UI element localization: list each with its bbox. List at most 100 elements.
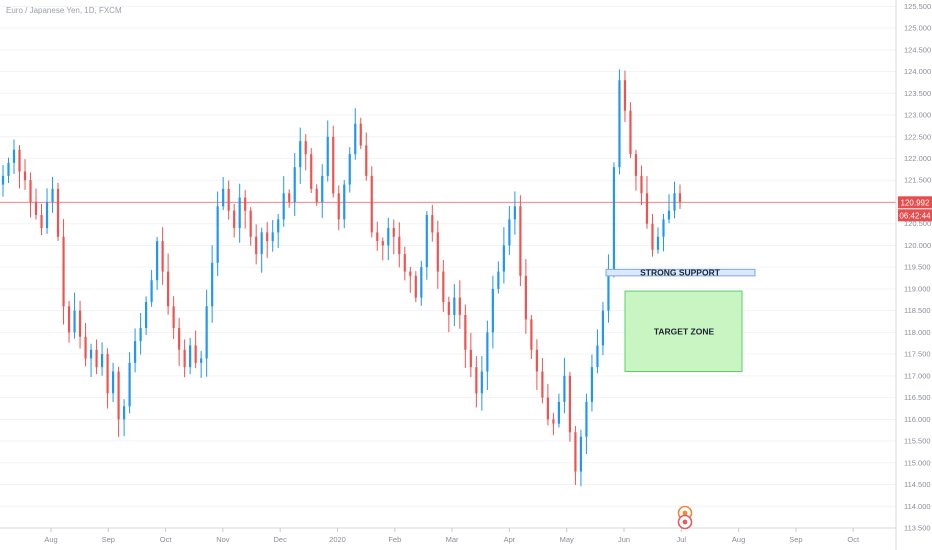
candle-body bbox=[535, 349, 538, 372]
candle-body bbox=[480, 371, 483, 394]
candle-body bbox=[244, 197, 247, 211]
countdown-badge bbox=[898, 209, 932, 222]
x-tick-label: Mar bbox=[446, 535, 459, 544]
candle-body bbox=[464, 314, 467, 350]
y-tick-label: 114.500 bbox=[904, 480, 931, 489]
candle-body bbox=[667, 210, 671, 220]
candle-body bbox=[458, 297, 461, 315]
candle-body bbox=[348, 154, 351, 185]
candle-body bbox=[557, 401, 561, 424]
candle-body bbox=[249, 210, 252, 237]
candle-body bbox=[387, 228, 390, 246]
x-tick-label: Aug bbox=[732, 535, 745, 544]
candle-body bbox=[95, 349, 98, 368]
candle-body bbox=[222, 188, 225, 207]
candle-body bbox=[205, 306, 208, 359]
candle-body bbox=[343, 184, 346, 220]
y-tick-label: 113.500 bbox=[904, 524, 931, 533]
y-tick-label: 125.000 bbox=[904, 24, 931, 33]
candle-body bbox=[227, 188, 230, 211]
candle-body bbox=[282, 193, 285, 220]
candle-body bbox=[139, 328, 142, 342]
candle-body bbox=[321, 175, 324, 202]
candle-body bbox=[585, 401, 588, 437]
target-zone-box[interactable] bbox=[624, 290, 743, 373]
candle-body bbox=[469, 349, 472, 368]
candle-body bbox=[145, 301, 148, 329]
candle-body bbox=[122, 406, 126, 420]
candle-body bbox=[78, 310, 82, 337]
y-tick-label: 124.000 bbox=[904, 67, 931, 76]
x-tick-label: Aug bbox=[44, 535, 57, 544]
candle-body bbox=[89, 349, 93, 359]
candle-body bbox=[128, 362, 131, 407]
candle-body bbox=[612, 167, 616, 272]
candle-body bbox=[111, 371, 115, 394]
candle-body bbox=[618, 80, 621, 168]
x-tick-label: 2020 bbox=[329, 535, 346, 544]
x-tick-label: Sep bbox=[102, 535, 115, 544]
y-tick-label: 117.000 bbox=[904, 371, 931, 380]
target-zone-label: TARGET ZONE bbox=[654, 326, 715, 336]
event-flag-icon[interactable] bbox=[677, 505, 693, 530]
candle-body bbox=[260, 232, 263, 255]
candle-body bbox=[150, 280, 153, 302]
y-tick-label: 125.500 bbox=[904, 2, 931, 11]
candle-body bbox=[453, 297, 456, 315]
y-tick-label: 123.500 bbox=[904, 89, 931, 98]
y-tick-label: 124.500 bbox=[904, 45, 931, 54]
candle-body bbox=[381, 241, 384, 246]
candle-body bbox=[45, 201, 49, 229]
candle-body bbox=[67, 306, 71, 333]
candle-body bbox=[590, 367, 594, 402]
x-tick-label: Jun bbox=[618, 535, 630, 544]
x-tick-label: Oct bbox=[847, 535, 860, 544]
candle-body bbox=[552, 419, 555, 424]
candle-body bbox=[502, 245, 505, 272]
y-tick-label: 116.500 bbox=[904, 393, 931, 402]
candle-body bbox=[519, 206, 522, 276]
candle-body bbox=[607, 271, 610, 311]
candle-body bbox=[216, 206, 219, 263]
candle-body bbox=[640, 175, 643, 194]
x-tick-label: May bbox=[560, 535, 574, 544]
candle-body bbox=[508, 219, 511, 246]
y-tick-label: 120.000 bbox=[904, 241, 931, 250]
last-price-label: 120.992 bbox=[901, 198, 930, 207]
candle-body bbox=[513, 206, 516, 220]
candle-body bbox=[178, 328, 181, 350]
candle-body bbox=[62, 236, 65, 307]
candle-body bbox=[623, 80, 627, 111]
y-tick-label: 115.000 bbox=[904, 458, 931, 467]
candle-body bbox=[673, 193, 676, 211]
candle-body bbox=[436, 232, 439, 272]
candle-body bbox=[34, 201, 38, 216]
candle-body bbox=[7, 162, 10, 176]
y-tick-label: 116.000 bbox=[904, 415, 931, 424]
candle-body bbox=[310, 154, 313, 189]
candle-body bbox=[106, 354, 109, 394]
candle-body bbox=[409, 271, 412, 276]
candle-body bbox=[431, 215, 434, 233]
x-tick-label: Sep bbox=[789, 535, 802, 544]
candle-body bbox=[403, 254, 406, 272]
y-tick-label: 121.500 bbox=[904, 176, 931, 185]
candle-body bbox=[420, 267, 423, 298]
x-tick-label: Oct bbox=[160, 535, 173, 544]
strong-support-box[interactable] bbox=[605, 268, 756, 277]
candle-body bbox=[29, 180, 32, 202]
candle-body bbox=[133, 341, 137, 363]
candle-body bbox=[629, 110, 632, 155]
strong-support-label: STRONG SUPPORT bbox=[640, 268, 721, 278]
candle-body bbox=[414, 275, 417, 298]
candle-body bbox=[486, 332, 489, 372]
candle-body bbox=[326, 136, 329, 176]
candle-body bbox=[233, 210, 236, 229]
candle-body bbox=[392, 228, 395, 237]
y-tick-label: 114.000 bbox=[904, 502, 931, 511]
y-tick-label: 119.500 bbox=[904, 263, 931, 272]
candle-body bbox=[651, 223, 654, 250]
candle-body bbox=[596, 345, 599, 368]
chart-title: Euro / Japanese Yen, 1D, FXCM bbox=[6, 6, 122, 15]
y-tick-label: 123.000 bbox=[904, 111, 931, 120]
